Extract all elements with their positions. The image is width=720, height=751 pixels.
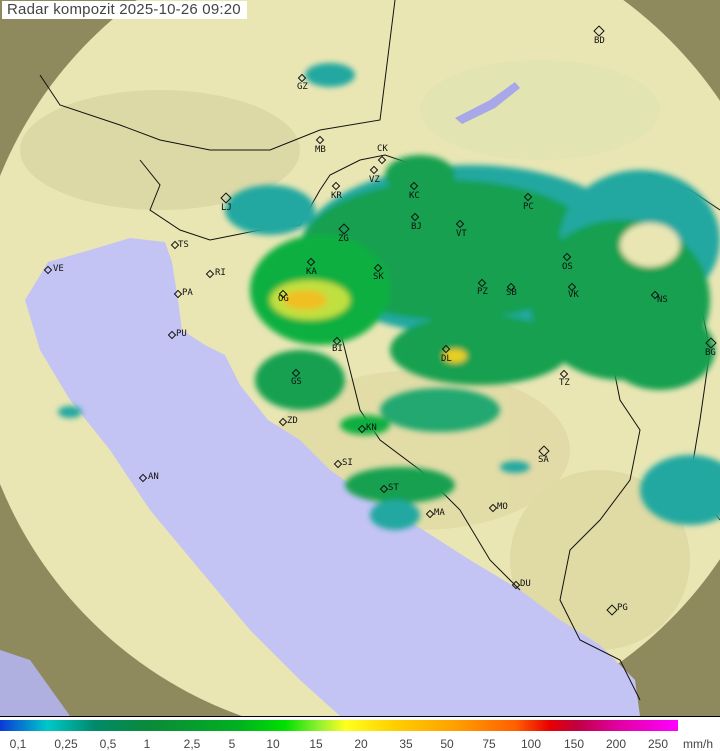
radar-map: Radar kompozit 2025-10-26 09:20 BD GZ MB CK… xyxy=(0,0,720,717)
city-label: SK xyxy=(373,272,384,282)
city-label: TZ xyxy=(559,378,570,388)
city-label: OG xyxy=(278,294,289,304)
city-label: KR xyxy=(331,191,342,201)
legend-tick-label: 200 xyxy=(605,737,627,751)
city-label: ZG xyxy=(338,234,349,244)
radar-echoes xyxy=(58,63,720,530)
adriatic-sea xyxy=(25,238,640,716)
legend-tick-label: 35 xyxy=(399,737,413,751)
legend-tick-label: 150 xyxy=(563,737,585,751)
map-title: Radar kompozit 2025-10-26 09:20 xyxy=(2,1,247,19)
city-label: PA xyxy=(182,288,193,298)
legend-tick-label: 0,5 xyxy=(99,737,117,751)
city-label: DL xyxy=(441,354,452,364)
legend-tick-label: 75 xyxy=(482,737,496,751)
map-svg xyxy=(0,0,720,716)
precipitation-legend: 0,1 0,25 0,5 1 2,5 5 10 15 20 35 50 75 100 150 200 250 … xyxy=(0,717,720,751)
city-label: SB xyxy=(506,288,517,298)
city-label: ST xyxy=(388,483,399,493)
city-label: NS xyxy=(657,295,668,305)
legend-tick-label: 100 xyxy=(520,737,542,751)
legend-tick-label: 15 xyxy=(309,737,323,751)
legend-unit: mm/h xyxy=(683,737,713,751)
legend-tick-label: 50 xyxy=(440,737,454,751)
city-label: BI xyxy=(332,344,343,354)
city-label: PU xyxy=(176,329,187,339)
legend-tick-label: 2,5 xyxy=(183,737,201,751)
city-label: BJ xyxy=(411,222,422,232)
city-label: VT xyxy=(456,229,467,239)
city-label: MA xyxy=(434,508,445,518)
city-label: PG xyxy=(617,603,628,613)
city-label: CK xyxy=(377,144,388,154)
city-label: AN xyxy=(148,472,159,482)
legend-tick-label: 5 xyxy=(228,737,236,751)
city-label: VZ xyxy=(369,175,380,185)
city-label: LJ xyxy=(221,203,232,213)
city-label: BG xyxy=(705,348,716,358)
city-label: KN xyxy=(366,423,377,433)
lake-balaton xyxy=(455,82,520,124)
city-label: KA xyxy=(306,267,317,277)
legend-color-bar xyxy=(0,720,678,731)
legend-tick-label: 0,1 xyxy=(9,737,27,751)
legend-tick-label: 0,25 xyxy=(54,737,78,751)
legend-tick-label: 250 xyxy=(647,737,669,751)
city-label: PZ xyxy=(477,287,488,297)
city-label: MB xyxy=(315,145,326,155)
city-label: GZ xyxy=(297,82,308,92)
city-label: KC xyxy=(409,191,420,201)
terrain-relief xyxy=(20,60,690,650)
city-label: SA xyxy=(538,455,549,465)
city-label: ZD xyxy=(287,416,298,426)
city-label: GS xyxy=(291,377,302,387)
city-label: BD xyxy=(594,36,605,46)
city-label: VE xyxy=(53,264,64,274)
legend-tick-label: 20 xyxy=(354,737,368,751)
city-label: OS xyxy=(562,262,573,272)
legend-tick-label: 10 xyxy=(266,737,280,751)
city-label: VK xyxy=(568,290,579,300)
city-label: RI xyxy=(215,268,226,278)
city-label: PC xyxy=(523,202,534,212)
city-label: MO xyxy=(497,502,508,512)
tyrrhenian-sea xyxy=(0,650,70,716)
city-label: TS xyxy=(178,240,189,250)
legend-tick-label: 1 xyxy=(143,737,151,751)
city-label: DU xyxy=(520,579,531,589)
city-label: SI xyxy=(342,458,353,468)
